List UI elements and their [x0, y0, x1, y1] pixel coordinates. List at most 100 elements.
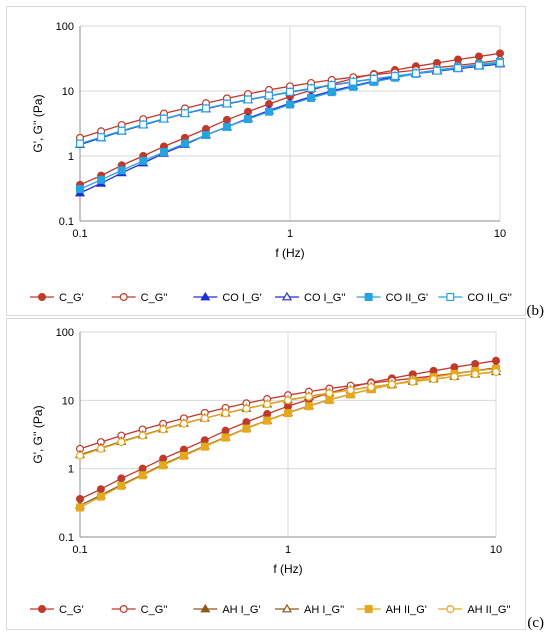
chart-b-series-4-point-2 [117, 166, 126, 175]
chart-c-x-tick-label-0: 0.1 [72, 544, 87, 556]
panel-b-frame [6, 6, 526, 316]
chart-b-y-tick-label-3: 100 [56, 21, 74, 33]
chart-c-series-5-point-20 [492, 367, 501, 376]
chart-c-legend: C_G' C_G'' AH I_G' AH I_G'' AH II_G' AH II_G'… [30, 603, 511, 616]
panel-c-label: (c) [527, 615, 544, 631]
chart-b-series-4-point-6 [201, 131, 210, 140]
chart-c-legend-swatch-marker-1 [119, 605, 128, 614]
chart-c-series-5-point-12 [325, 389, 334, 398]
chart-b-series-5-point-20 [496, 58, 505, 67]
chart-c-series-4-point-5 [179, 451, 188, 460]
chart-c-series-4-point-4 [159, 461, 168, 470]
chart-c-series-5-point-16 [408, 377, 417, 386]
chart-b-series-5-point-2 [117, 126, 126, 135]
chart-b-series-5-point-18 [454, 64, 463, 73]
chart-b-series-5-point-15 [390, 72, 399, 81]
chart-c-series-4-point-10 [284, 409, 293, 418]
chart-c-legend-swatch-marker-3 [281, 603, 293, 613]
chart-c-series-5-point-17 [429, 375, 438, 384]
chart-c-series-5-point-10 [284, 396, 293, 405]
chart-c-series-5-point-13 [346, 386, 355, 395]
chart-c-series-5-point-1 [96, 444, 105, 453]
chart-c-series-5-point-18 [450, 372, 459, 381]
chart-c-legend-swatch-marker-4 [364, 605, 373, 614]
chart-c-series-5 [75, 367, 501, 460]
chart-b-series-5-point-8 [244, 95, 253, 104]
chart-c-y-axis-label: G', G'' (Pa) [31, 405, 45, 463]
chart-c-legend-swatch-marker-5 [446, 605, 455, 614]
chart-c-y-tick-label-3: 100 [56, 327, 74, 339]
chart-c-series-5-point-0 [75, 451, 84, 460]
chart-c-legend-label-0: C_G' [59, 604, 84, 616]
panel-c-frame [6, 318, 526, 630]
chart-c-x-tick-label-2: 10 [490, 544, 502, 556]
chart-c-y-tick-label-1: 1 [68, 464, 74, 476]
chart-b-x-tick-label-1: 1 [287, 228, 293, 240]
chart-c-series-5-point-14 [367, 383, 376, 392]
chart-c-series-5-point-6 [200, 414, 209, 423]
chart-b-series-5-point-4 [159, 114, 168, 123]
chart-c-series-4-point-9 [263, 416, 272, 425]
chart-b-y-tick-label-2: 10 [62, 86, 74, 98]
chart-b-series-4-point-4 [159, 148, 168, 157]
panel-b: 0.1 1 10 100 0.1 1 10 f (Hz) G', G'' (Pa) C_G' C_G… [0, 0, 550, 319]
chart-c-series-5-point-4 [159, 425, 168, 434]
chart-b-series-5-point-17 [432, 66, 441, 75]
chart-b-x-tick-label-0: 0.1 [72, 228, 87, 240]
chart-b-series-5-point-5 [180, 109, 189, 118]
chart-b-legend-label-3: CO I_G'' [304, 292, 346, 304]
chart-c-series-5-point-5 [179, 419, 188, 428]
chart-b-x-axis-label: f (Hz) [275, 246, 304, 260]
chart-b-series-0-point-20 [496, 49, 505, 58]
chart-c-legend-label-3: AH I_G'' [304, 604, 344, 616]
chart-c-legend-swatch-marker-2 [200, 603, 211, 613]
chart-b-y-tick-label-1: 1 [68, 151, 74, 163]
chart-b-series-5-point-19 [474, 61, 483, 70]
chart-b-series-4-point-9 [264, 107, 273, 116]
chart-b-legend-swatch-marker-2 [200, 291, 211, 301]
chart-b-series-4-point-1 [97, 175, 106, 184]
chart-b-legend-swatch-marker-1 [119, 293, 128, 302]
chart-b-series-4-point-7 [222, 122, 231, 131]
chart-c-legend-label-4: AH II_G' [386, 604, 427, 616]
chart-b-series-5-point-3 [139, 120, 148, 129]
chart-b-series-5-point-11 [307, 84, 316, 93]
chart-c-y-tick-label-2: 10 [62, 395, 74, 407]
chart-b-series-5-point-9 [264, 91, 273, 100]
chart-c-legend-label-2: AH I_G' [222, 604, 260, 616]
chart-c-series-4-point-1 [96, 492, 105, 501]
chart-b-series-5-point-7 [222, 99, 231, 108]
chart-c-series-5-point-8 [242, 404, 251, 413]
chart-c-series-5-point-19 [471, 370, 480, 379]
chart-b-series-4-point-0 [75, 185, 84, 194]
chart-c-series-5-point-9 [263, 400, 272, 409]
chart-c-series-5-point-15 [387, 380, 396, 389]
chart-b-legend-label-1: C_G'' [141, 292, 168, 304]
chart-c-series-5-point-3 [138, 431, 147, 440]
chart-b-series-0-point-19 [474, 52, 483, 61]
chart-b-series-4-point-12 [327, 88, 336, 97]
chart-c-series-4-point-2 [117, 481, 126, 490]
chart-b-series-4-point-8 [244, 115, 253, 124]
chart-b-legend-label-4: CO II_G' [386, 292, 428, 304]
chart-b-y-axis-label: G', G'' (Pa) [31, 94, 45, 152]
chart-b-series-5-point-13 [349, 77, 358, 86]
chart-b-series-4-point-10 [286, 100, 295, 109]
chart-c-legend-label-1: C_G'' [141, 604, 168, 616]
chart-b-series-5-point-6 [201, 104, 210, 113]
panel-c: 0.1 1 10 100 0.1 1 10 f (Hz) G', G'' (Pa) C_G' C_G… [0, 318, 550, 635]
chart-b-x-tick-label-2: 10 [494, 228, 506, 240]
chart-b-series-5-point-16 [411, 69, 420, 78]
chart-c-series-4-point-12 [325, 396, 334, 405]
chart-b-series-5-point-0 [75, 139, 84, 148]
panel-b-label: (b) [526, 303, 545, 319]
chart-c-x-tick-label-1: 1 [285, 544, 291, 556]
chart-b-series-4-point-11 [307, 94, 316, 103]
chart-c-series-4-point-6 [200, 442, 209, 451]
chart-b-legend-label-0: C_G' [59, 292, 84, 304]
chart-b-legend-swatch-marker-0 [37, 293, 46, 302]
chart-b-series-5-point-12 [327, 80, 336, 89]
chart-c-series-5-point-2 [117, 438, 126, 447]
